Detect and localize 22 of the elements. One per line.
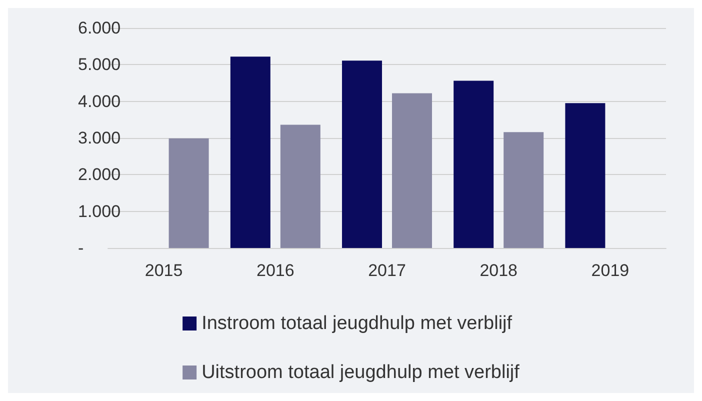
bar (392, 93, 432, 248)
bar (454, 80, 494, 248)
x-tick-label: 2017 (368, 261, 406, 280)
bar (504, 132, 544, 248)
bar (342, 60, 382, 248)
legend-label: Uitstroom totaal jeugdhulp met verblijf (202, 362, 520, 383)
y-tick-label: 2.000 (78, 165, 121, 184)
bar (168, 138, 209, 248)
x-tick-label: 2019 (591, 261, 630, 280)
bar (565, 103, 606, 248)
y-tick-label: 1.000 (78, 202, 121, 221)
y-tick-label: 3.000 (78, 128, 121, 148)
legend-label: Instroom totaal jeugdhulp met verblijf (202, 313, 513, 334)
y-tick-label: - (78, 238, 84, 258)
y-tick-label: 4.000 (78, 92, 121, 111)
bar (280, 124, 320, 248)
x-tick-label: 2015 (144, 261, 183, 280)
x-tick-label: 2016 (256, 261, 294, 280)
y-tick-label: 5.000 (78, 55, 121, 74)
x-tick-label: 2018 (480, 261, 518, 280)
y-tick-label: 6.000 (78, 18, 121, 38)
bar (230, 56, 270, 248)
